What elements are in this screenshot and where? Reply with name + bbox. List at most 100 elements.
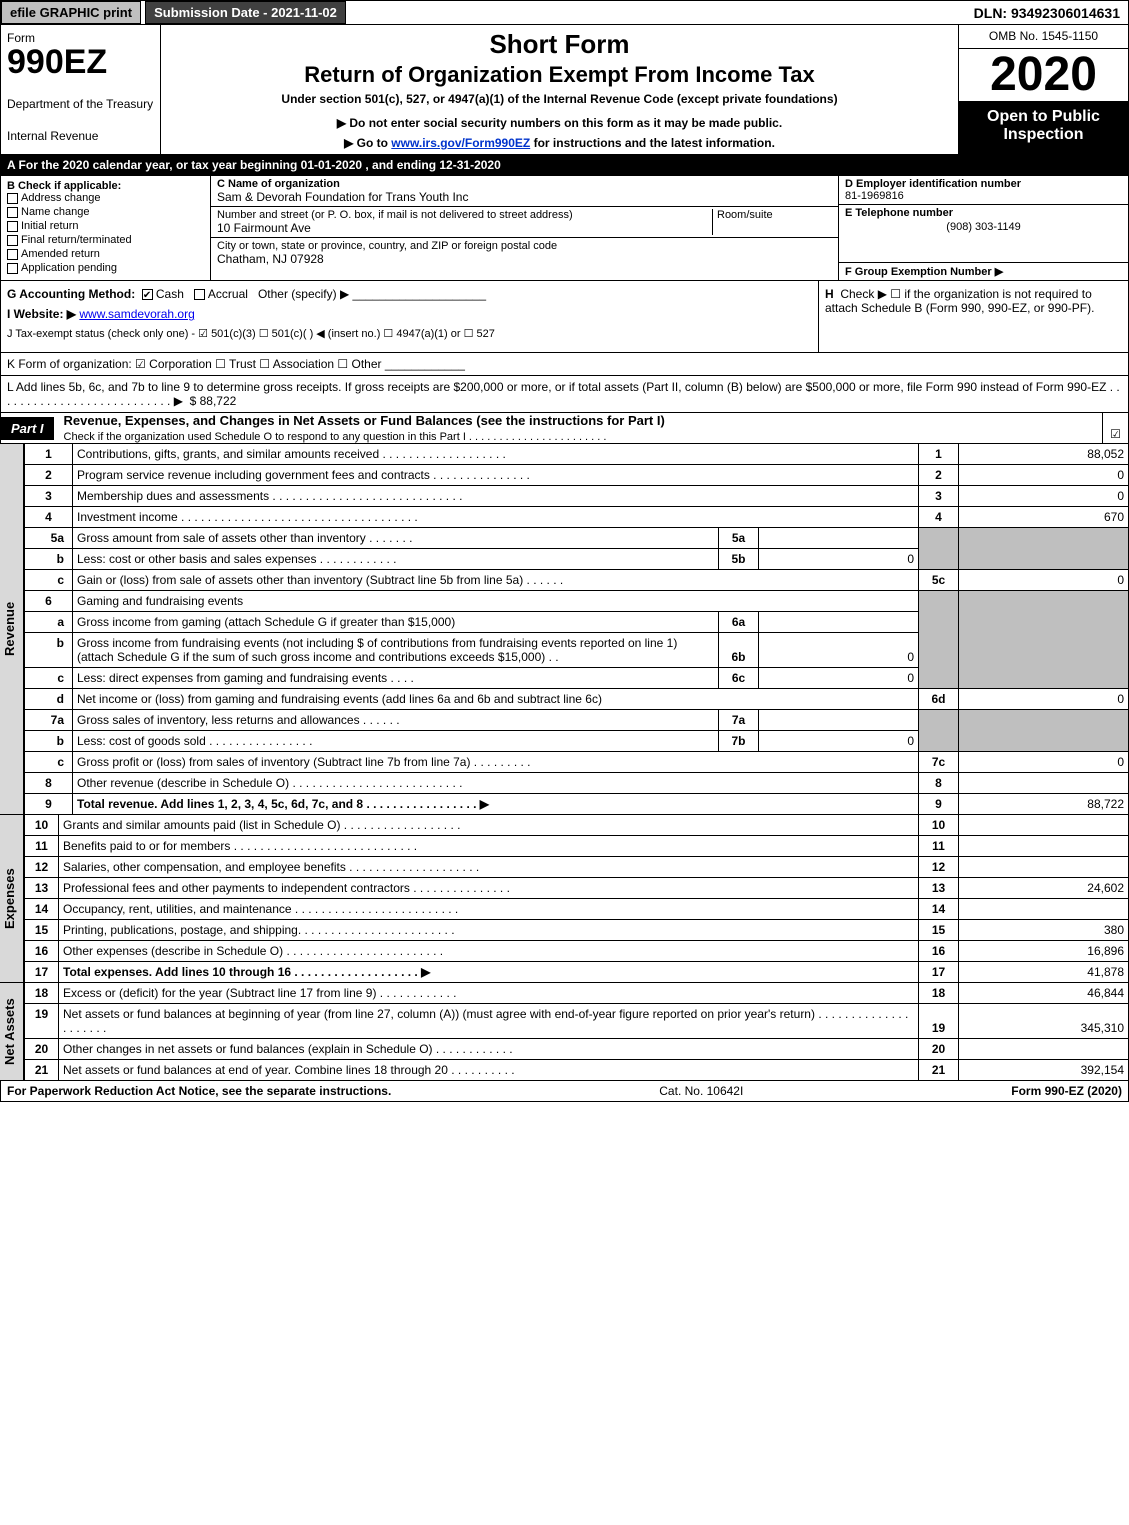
row-16-rn: 16: [919, 941, 959, 962]
street-row: Number and street (or P. O. box, if mail…: [211, 207, 838, 238]
row-6a-num: a: [25, 612, 73, 633]
row-8-rv: [959, 773, 1129, 794]
row-6a-desc: Gross income from gaming (attach Schedul…: [73, 612, 719, 633]
line-l-value: $ 88,722: [190, 394, 237, 408]
row-4-desc: Investment income . . . . . . . . . . . …: [73, 507, 919, 528]
row-18-rn: 18: [919, 983, 959, 1004]
open-to-public: Open to Public Inspection: [959, 102, 1128, 154]
row-20-rn: 20: [919, 1039, 959, 1060]
row-7a-num: 7a: [25, 710, 73, 731]
row-6c-mv: 0: [759, 668, 919, 689]
row-6-num: 6: [25, 591, 73, 612]
row-1-rv: 88,052: [959, 444, 1129, 465]
ein-value: 81-1969816: [845, 190, 1122, 202]
row-14-num: 14: [25, 899, 59, 920]
row-7c-rv: 0: [959, 752, 1129, 773]
efile-print-button[interactable]: efile GRAPHIC print: [1, 1, 141, 24]
row-15-desc: Printing, publications, postage, and shi…: [59, 920, 919, 941]
row-1: 1 Contributions, gifts, grants, and simi…: [25, 444, 1129, 465]
row-10-rn: 10: [919, 815, 959, 836]
row-14-rv: [959, 899, 1129, 920]
row-19-rv: 345,310: [959, 1004, 1129, 1039]
row-17-rv: 41,878: [959, 962, 1129, 983]
row-6b-num: b: [25, 633, 73, 668]
group-exemption-label: F Group Exemption Number ▶: [845, 266, 1003, 278]
net-assets-table: 18 Excess or (deficit) for the year (Sub…: [24, 983, 1129, 1081]
row-4: 4 Investment income . . . . . . . . . . …: [25, 507, 1129, 528]
row-gh: G Accounting Method: Cash Accrual Other …: [0, 281, 1129, 353]
header-mid: Short Form Return of Organization Exempt…: [161, 25, 958, 154]
row-12-rv: [959, 857, 1129, 878]
top-bar: efile GRAPHIC print Submission Date - 20…: [0, 0, 1129, 25]
chk-accrual-label: Accrual: [208, 287, 248, 301]
goto-link[interactable]: www.irs.gov/Form990EZ: [391, 136, 530, 150]
row-3-rv: 0: [959, 486, 1129, 507]
row-9-num: 9: [25, 794, 73, 815]
part-i-title-text: Revenue, Expenses, and Changes in Net As…: [64, 413, 665, 428]
row-5a: 5a Gross amount from sale of assets othe…: [25, 528, 1129, 549]
chk-name-change[interactable]: Name change: [7, 206, 204, 218]
chk-address-change-label: Address change: [21, 192, 101, 204]
row-17: 17 Total expenses. Add lines 10 through …: [25, 962, 1129, 983]
goto-suffix: for instructions and the latest informat…: [530, 136, 775, 150]
row-21: 21 Net assets or fund balances at end of…: [25, 1060, 1129, 1081]
footer-mid: Cat. No. 10642I: [659, 1084, 743, 1098]
row-15-num: 15: [25, 920, 59, 941]
chk-cash[interactable]: [142, 289, 153, 300]
row-7c: c Gross profit or (loss) from sales of i…: [25, 752, 1129, 773]
line-l-text: L Add lines 5b, 6c, and 7b to line 9 to …: [7, 380, 1120, 408]
chk-initial-return[interactable]: Initial return: [7, 220, 204, 232]
short-form-title: Short Form: [169, 29, 950, 60]
row-11-num: 11: [25, 836, 59, 857]
org-name-label: C Name of organization: [217, 178, 832, 190]
row-2-rv: 0: [959, 465, 1129, 486]
row-bcdef: B Check if applicable: Address change Na…: [0, 176, 1129, 281]
box-c: C Name of organization Sam & Devorah Fou…: [211, 176, 838, 280]
row-6-rv-grey: [959, 591, 1129, 689]
chk-final-return[interactable]: Final return/terminated: [7, 234, 204, 246]
row-1-desc: Contributions, gifts, grants, and simila…: [73, 444, 919, 465]
submission-date-badge: Submission Date - 2021-11-02: [145, 1, 346, 24]
row-3: 3 Membership dues and assessments . . . …: [25, 486, 1129, 507]
chk-application-pending[interactable]: Application pending: [7, 262, 204, 274]
city-value: Chatham, NJ 07928: [217, 252, 832, 266]
row-4-rn: 4: [919, 507, 959, 528]
row-2-num: 2: [25, 465, 73, 486]
row-7c-rn: 7c: [919, 752, 959, 773]
line-g-label: G Accounting Method:: [7, 287, 135, 301]
chk-other-label: Other (specify) ▶: [258, 287, 349, 301]
irs-label: Internal Revenue: [7, 129, 154, 143]
goto-prefix: ▶ Go to: [344, 136, 391, 150]
row-4-num: 4: [25, 507, 73, 528]
line-i-label: I Website: ▶: [7, 307, 76, 321]
chk-accrual[interactable]: [194, 289, 205, 300]
chk-amended-return[interactable]: Amended return: [7, 248, 204, 260]
website-link[interactable]: www.samdevorah.org: [79, 307, 194, 321]
row-5b-mn: 5b: [719, 549, 759, 570]
row-13-desc: Professional fees and other payments to …: [59, 878, 919, 899]
row-1-rn: 1: [919, 444, 959, 465]
row-4-rv: 670: [959, 507, 1129, 528]
row-5b-mv: 0: [759, 549, 919, 570]
row-1-num: 1: [25, 444, 73, 465]
row-5ab-rn-grey: [919, 528, 959, 570]
row-21-desc: Net assets or fund balances at end of ye…: [59, 1060, 919, 1081]
row-3-num: 3: [25, 486, 73, 507]
org-name-value: Sam & Devorah Foundation for Trans Youth…: [217, 190, 832, 204]
chk-initial-return-label: Initial return: [21, 220, 78, 232]
row-7a: 7a Gross sales of inventory, less return…: [25, 710, 1129, 731]
box-b: B Check if applicable: Address change Na…: [1, 176, 211, 280]
revenue-side-label: Revenue: [0, 444, 24, 815]
chk-address-change[interactable]: Address change: [7, 192, 204, 204]
row-5a-mv: [759, 528, 919, 549]
row-6-rn-grey: [919, 591, 959, 689]
row-21-rv: 392,154: [959, 1060, 1129, 1081]
telephone-label: E Telephone number: [845, 207, 1122, 219]
col-g-ij: G Accounting Method: Cash Accrual Other …: [1, 281, 818, 352]
group-exemption-cell: F Group Exemption Number ▶: [839, 263, 1128, 280]
row-5a-mn: 5a: [719, 528, 759, 549]
header-right: OMB No. 1545-1150 2020 Open to Public In…: [958, 25, 1128, 154]
ein-label: D Employer identification number: [845, 178, 1122, 190]
line-j: J Tax-exempt status (check only one) - ☑…: [7, 327, 812, 340]
row-7c-num: c: [25, 752, 73, 773]
